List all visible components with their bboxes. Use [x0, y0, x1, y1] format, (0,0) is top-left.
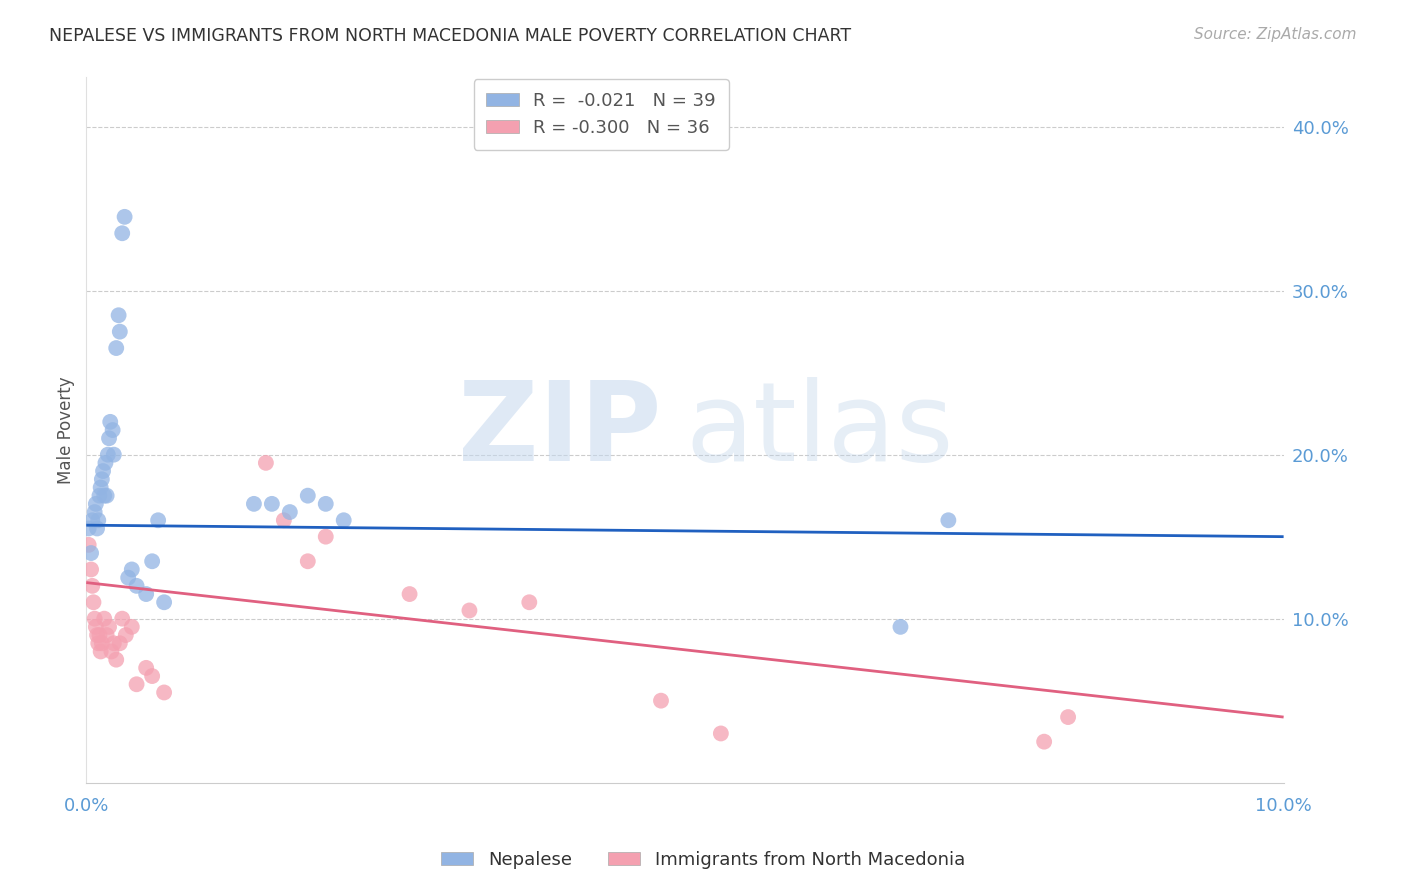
Legend: Nepalese, Immigrants from North Macedonia: Nepalese, Immigrants from North Macedoni…	[433, 844, 973, 876]
Point	[101, 423, 124, 437]
Text: ZIP: ZIP	[457, 376, 661, 483]
Point	[82, 595, 104, 609]
Point	[90, 644, 112, 658]
Point	[517, 595, 540, 609]
Point	[87, 513, 110, 527]
Point	[114, 628, 136, 642]
Point	[111, 226, 134, 240]
Point	[91, 464, 114, 478]
Point	[117, 571, 139, 585]
Point	[93, 612, 115, 626]
Point	[121, 620, 143, 634]
Point	[77, 538, 100, 552]
Point	[315, 530, 337, 544]
Point	[80, 546, 103, 560]
Point	[105, 653, 128, 667]
Point	[98, 620, 121, 634]
Point	[83, 612, 105, 626]
Point	[83, 505, 105, 519]
Point	[297, 554, 319, 568]
Point	[87, 636, 110, 650]
Point	[77, 521, 100, 535]
Point	[114, 210, 136, 224]
Point	[89, 628, 111, 642]
Point	[332, 513, 354, 527]
Point	[1033, 734, 1056, 748]
Point	[82, 579, 104, 593]
Point	[84, 497, 107, 511]
Point	[125, 677, 148, 691]
Point	[153, 685, 176, 699]
Point	[90, 480, 112, 494]
Legend: R =  -0.021   N = 39, R = -0.300   N = 36: R = -0.021 N = 39, R = -0.300 N = 36	[474, 79, 728, 150]
Point	[315, 497, 337, 511]
Point	[153, 595, 176, 609]
Text: NEPALESE VS IMMIGRANTS FROM NORTH MACEDONIA MALE POVERTY CORRELATION CHART: NEPALESE VS IMMIGRANTS FROM NORTH MACEDO…	[49, 27, 852, 45]
Point	[94, 456, 117, 470]
Point	[650, 694, 672, 708]
Point	[89, 489, 111, 503]
Point	[710, 726, 733, 740]
Point	[297, 489, 319, 503]
Point	[458, 603, 481, 617]
Point	[107, 308, 129, 322]
Point	[108, 636, 131, 650]
Point	[141, 669, 163, 683]
Point	[254, 456, 277, 470]
Point	[90, 472, 112, 486]
Point	[98, 415, 121, 429]
Point	[103, 636, 125, 650]
Point	[273, 513, 295, 527]
Point	[278, 505, 301, 519]
Point	[135, 587, 157, 601]
Point	[146, 513, 169, 527]
Point	[121, 562, 143, 576]
Point	[141, 554, 163, 568]
Text: Source: ZipAtlas.com: Source: ZipAtlas.com	[1194, 27, 1357, 42]
Point	[97, 448, 120, 462]
Text: atlas: atlas	[685, 376, 953, 483]
Y-axis label: Male Poverty: Male Poverty	[58, 376, 75, 483]
Point	[1057, 710, 1080, 724]
Point	[135, 661, 157, 675]
Point	[111, 612, 134, 626]
Point	[125, 579, 148, 593]
Point	[260, 497, 283, 511]
Point	[93, 489, 115, 503]
Point	[96, 489, 118, 503]
Point	[243, 497, 266, 511]
Point	[90, 636, 112, 650]
Point	[86, 628, 108, 642]
Point	[889, 620, 911, 634]
Point	[398, 587, 420, 601]
Point	[98, 431, 121, 445]
Point	[84, 620, 107, 634]
Point	[108, 325, 131, 339]
Point	[100, 644, 122, 658]
Point	[80, 562, 103, 576]
Point	[82, 513, 104, 527]
Point	[105, 341, 128, 355]
Point	[103, 448, 125, 462]
Point	[938, 513, 960, 527]
Point	[86, 521, 108, 535]
Point	[96, 628, 118, 642]
